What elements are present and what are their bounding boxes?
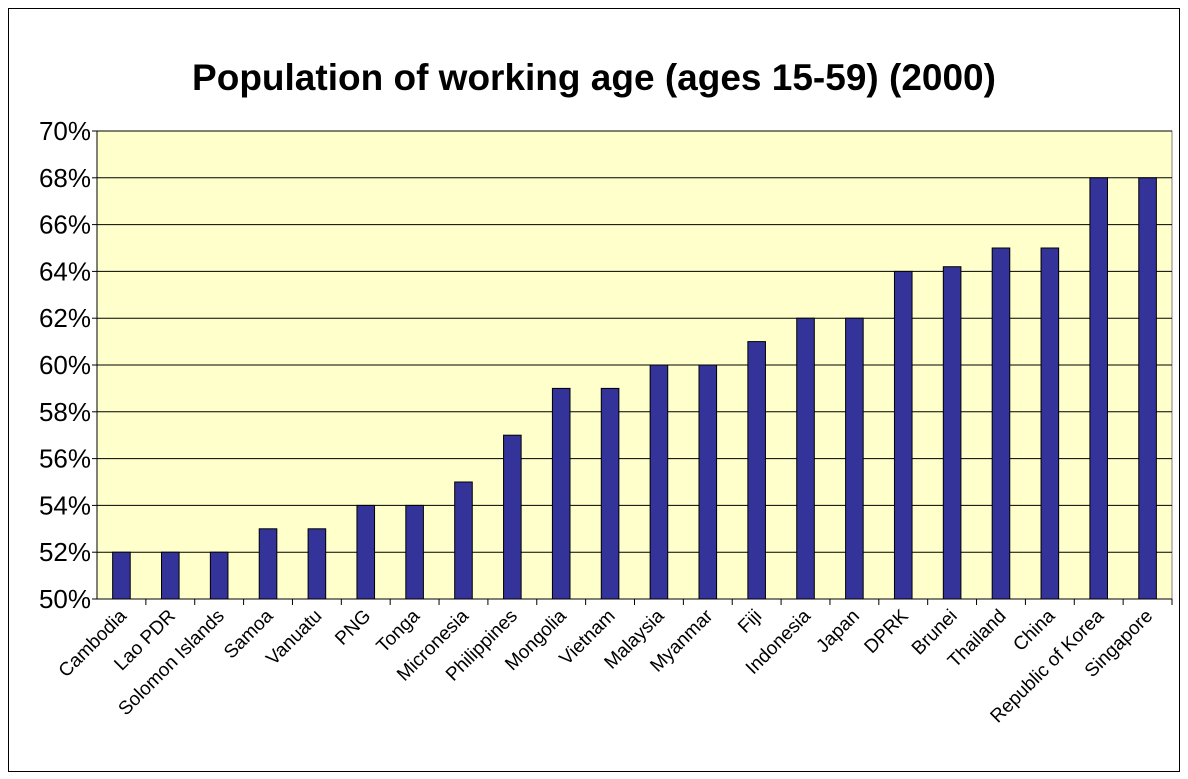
y-tick-label: 66% — [39, 210, 91, 240]
bar — [845, 317, 864, 600]
bar — [1089, 177, 1108, 600]
bar — [991, 247, 1011, 600]
x-tick-label: PNG — [331, 606, 375, 650]
y-tick-label: 52% — [39, 537, 91, 567]
bar — [454, 481, 473, 600]
bar — [112, 551, 131, 600]
x-tick-label: DPRK — [861, 605, 913, 657]
bar — [503, 434, 522, 600]
y-tick-labels: 50% 52% 54% 56% 58% 60% 62% 64% 66% 68% 70% — [39, 116, 97, 614]
x-tick-label: Japan — [812, 606, 863, 657]
y-tick-label: 64% — [39, 256, 91, 286]
bar — [356, 504, 376, 600]
y-tick-label: 56% — [39, 444, 91, 474]
bar — [893, 270, 913, 600]
bar — [1040, 247, 1060, 600]
bar — [698, 364, 718, 600]
bar — [942, 266, 962, 600]
bar — [551, 387, 571, 600]
bar — [405, 504, 424, 600]
y-tick-label: 68% — [39, 163, 91, 193]
bar — [258, 528, 278, 600]
y-tick-label: 54% — [39, 490, 91, 520]
y-tick-label: 60% — [39, 350, 91, 380]
bar — [209, 551, 229, 600]
y-tick-label: 62% — [39, 303, 91, 333]
chart-title: Population of working age (ages 15-59) (… — [192, 57, 996, 98]
bar — [1138, 177, 1157, 600]
y-tick-label: 58% — [39, 397, 91, 427]
bar — [307, 528, 327, 600]
bar — [600, 387, 620, 600]
bar — [747, 341, 766, 600]
y-tick-label: 50% — [39, 584, 91, 614]
x-tick-label: Fiji — [734, 606, 766, 638]
bars — [112, 177, 1157, 600]
bar — [796, 317, 815, 600]
bar — [161, 551, 180, 600]
bar — [649, 364, 669, 600]
y-tick-label: 70% — [39, 116, 91, 146]
